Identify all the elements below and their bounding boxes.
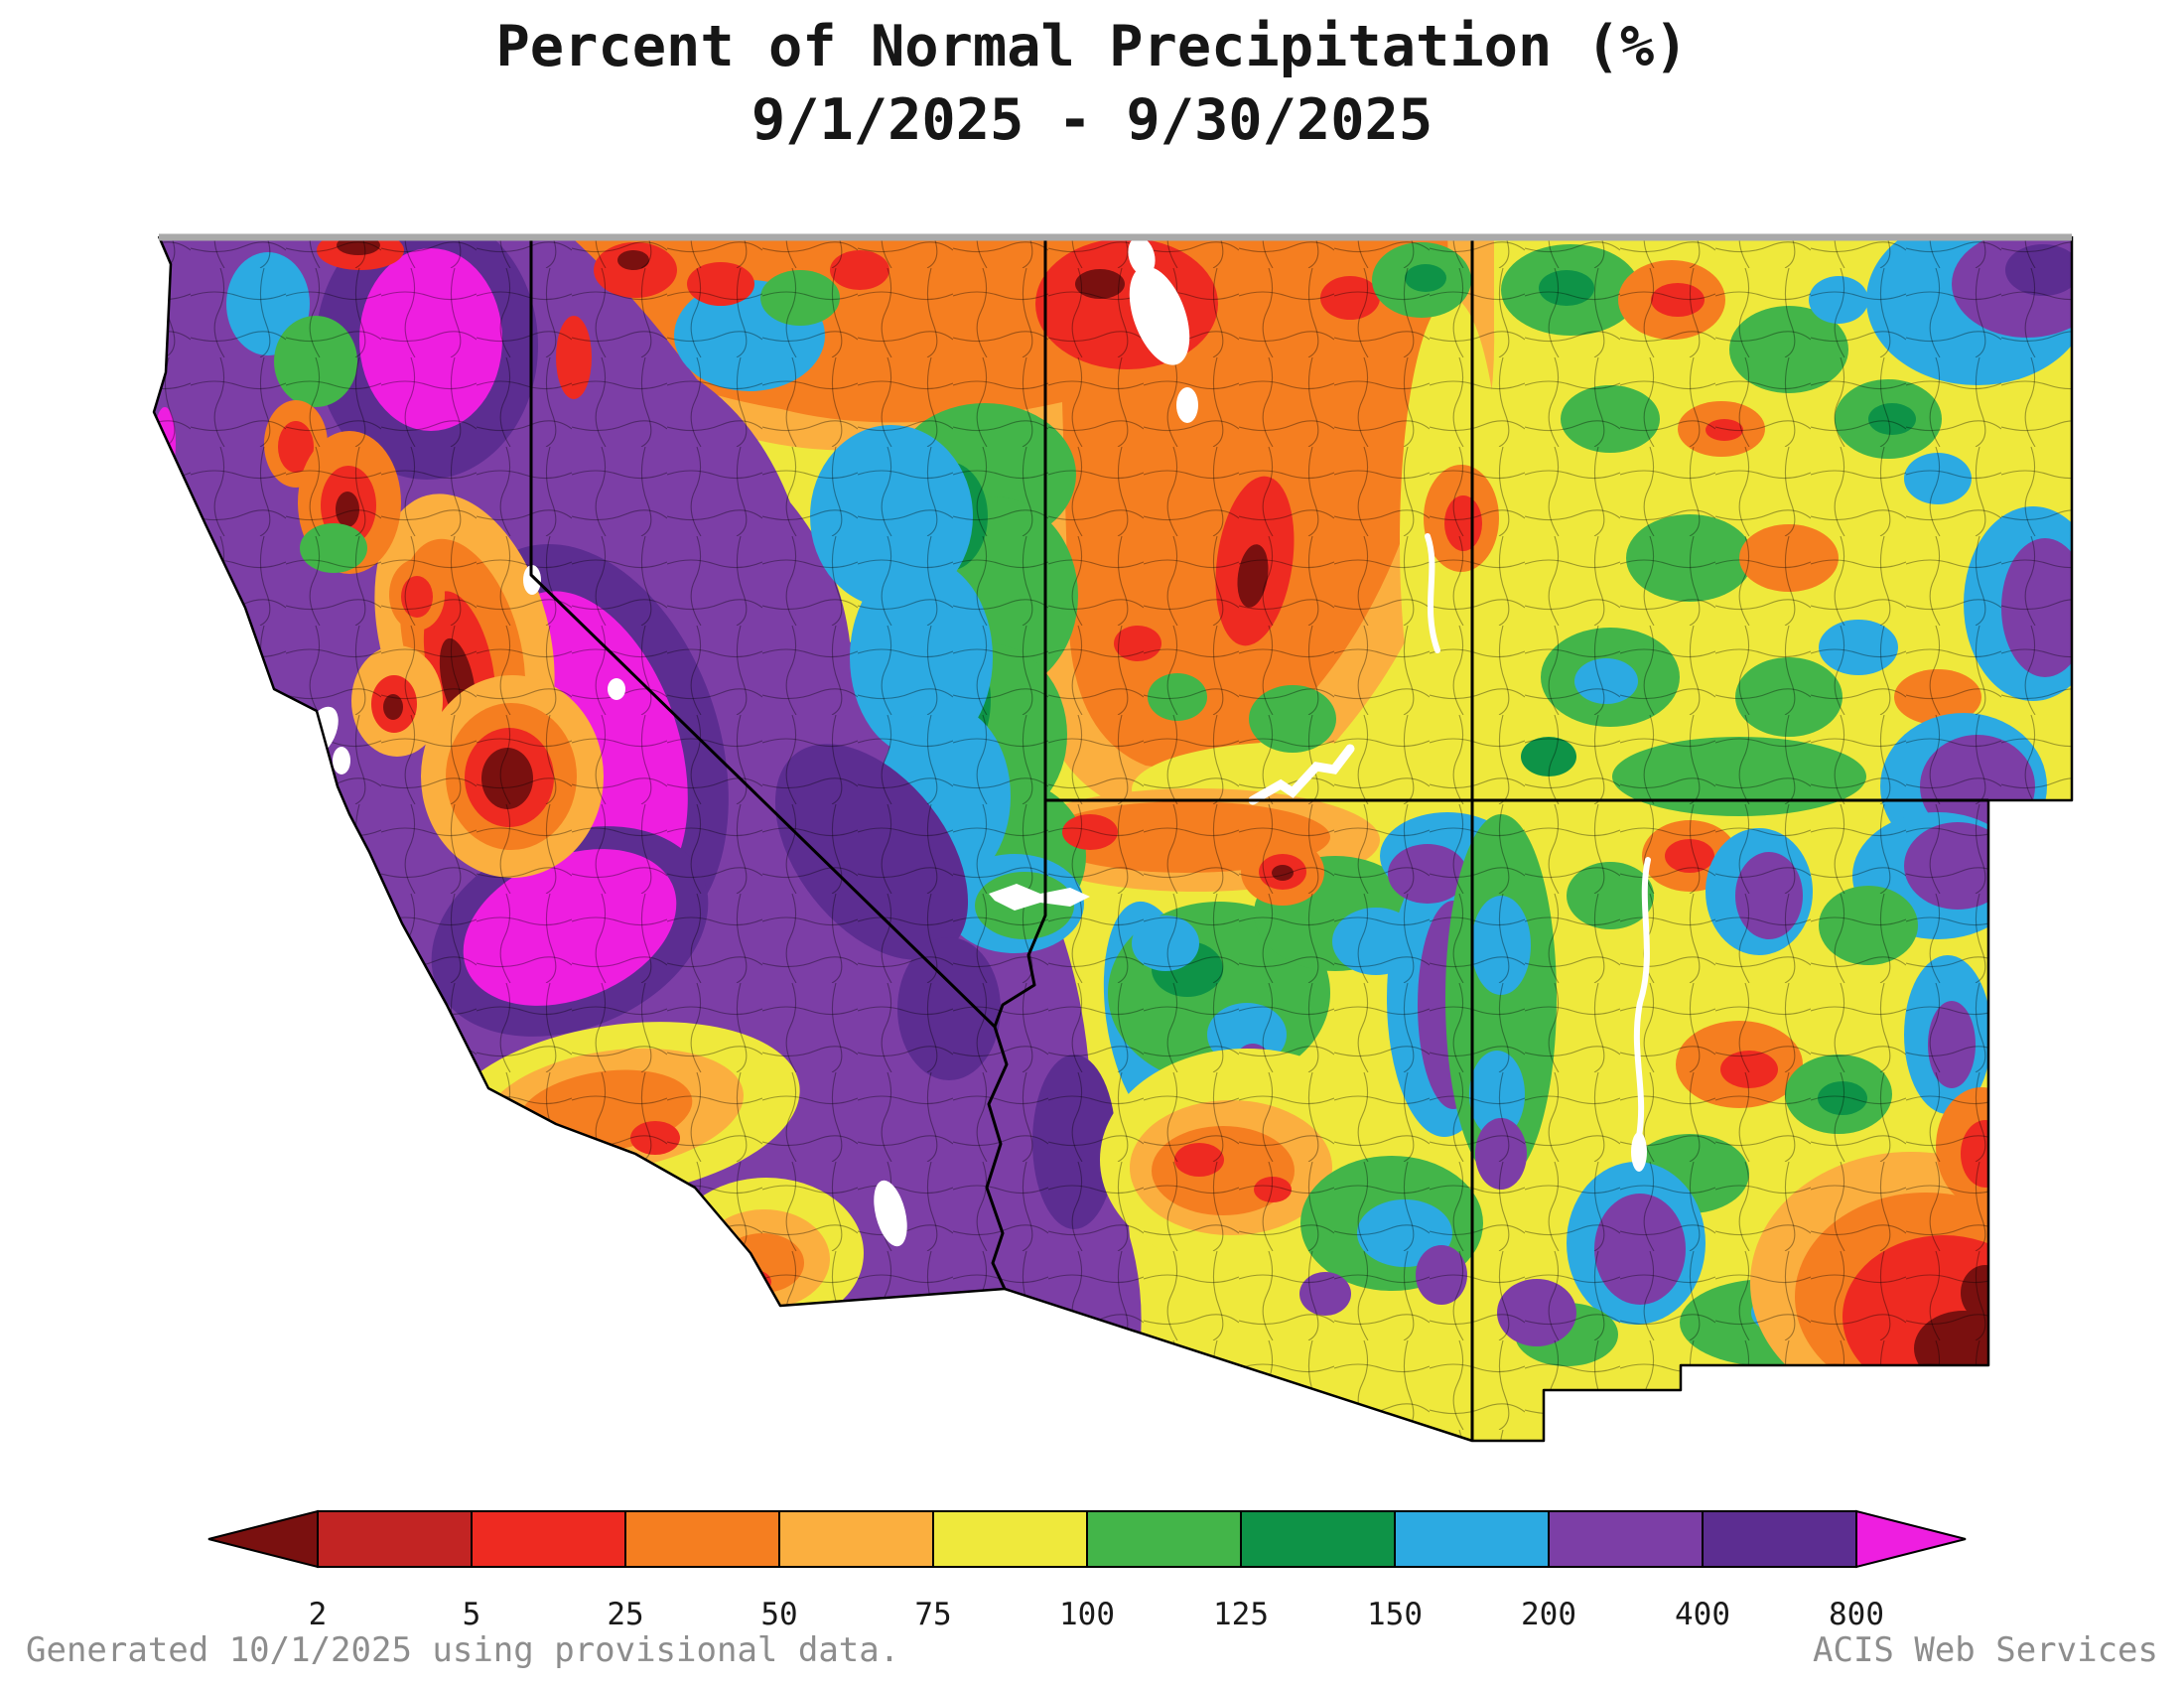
border-nevada-arizona <box>993 800 1047 1028</box>
generated-note: Generated 10/1/2025 using provisional da… <box>26 1630 900 1670</box>
legend-segment <box>932 1510 1088 1568</box>
legend-arrow-left <box>207 1509 319 1569</box>
legend-tick-label: 800 <box>1829 1597 1884 1632</box>
green-river <box>1425 533 1440 653</box>
legend-tick-label: 125 <box>1213 1597 1269 1632</box>
legend-segment <box>1086 1510 1242 1568</box>
acis-credit: ACIS Web Services <box>1813 1630 2158 1670</box>
legend-segment <box>1394 1510 1550 1568</box>
legend-tick-label: 75 <box>914 1597 951 1632</box>
legend-tick-label: 25 <box>607 1597 643 1632</box>
rio-grande <box>1633 857 1651 1145</box>
legend-tick-label: 2 <box>309 1597 328 1632</box>
legend-segment <box>1548 1510 1704 1568</box>
legend-segment <box>624 1510 780 1568</box>
channel-island <box>536 1212 568 1226</box>
county-boundaries-texture <box>154 236 2072 1441</box>
great-salt-lake-north-arm <box>1128 236 1156 276</box>
lake-powell <box>1248 744 1355 805</box>
legend-segment <box>1702 1510 1857 1568</box>
legend-tick-label: 50 <box>760 1597 797 1632</box>
legend-tick-label: 150 <box>1367 1597 1423 1632</box>
map-title: Percent of Normal Precipitation (%) 9/1/… <box>0 10 2184 157</box>
utah-lake <box>1176 387 1198 423</box>
mono-lake <box>608 678 625 700</box>
lake-mead <box>989 884 1090 911</box>
elephant-butte-reservoir <box>1631 1132 1647 1172</box>
channel-island <box>498 1196 526 1207</box>
title-line-1: Percent of Normal Precipitation (%) <box>495 14 1689 79</box>
legend-arrow-right <box>1855 1509 1967 1569</box>
border-california-nevada <box>529 236 1009 1290</box>
title-line-2: 9/1/2025 - 9/30/2025 <box>751 87 1433 154</box>
legend-segment <box>778 1510 934 1568</box>
legend-segment <box>1240 1510 1396 1568</box>
salton-sea <box>874 1180 907 1247</box>
legend-colorbar: 2 5 25 50 75 100 125 150 200 400 800 <box>207 1509 1967 1632</box>
legend-segment <box>317 1510 473 1568</box>
legend-segment <box>471 1510 626 1568</box>
san-pablo-bay <box>333 747 350 774</box>
legend-tick-label: 100 <box>1059 1597 1115 1632</box>
legend-tick-label: 5 <box>463 1597 481 1632</box>
map-outline <box>152 235 2074 1443</box>
legend-tick-label: 200 <box>1521 1597 1576 1632</box>
great-salt-lake <box>1129 266 1190 365</box>
lake-tahoe <box>523 565 541 595</box>
state-borders <box>529 236 1988 1441</box>
legend-tick-label: 400 <box>1675 1597 1730 1632</box>
